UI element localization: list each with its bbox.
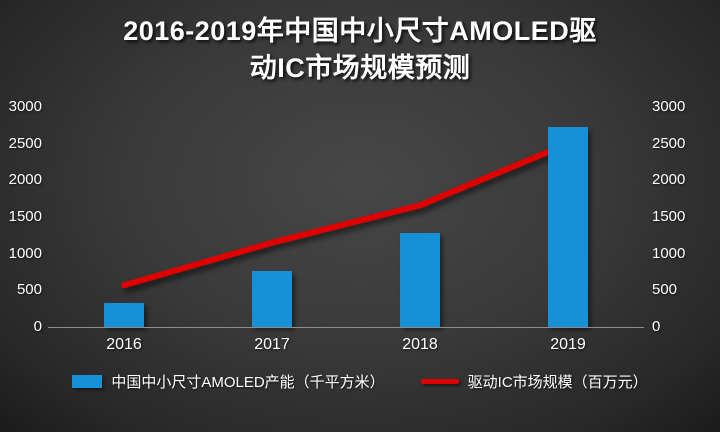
line-series-path <box>121 140 571 289</box>
y-axis-right: 0 500 1000 1500 2000 2500 3000 <box>642 98 692 335</box>
x-label-2018: 2018 <box>402 336 438 353</box>
y-tick-500-right: 500 <box>652 281 678 299</box>
y-tick-2500-left: 2500 <box>8 134 42 152</box>
y-tick-1500-left: 1500 <box>8 208 42 225</box>
bar-2018 <box>400 233 440 327</box>
line-series-svg <box>121 140 571 289</box>
y-tick-1000-left: 1000 <box>8 244 42 262</box>
y-tick-0-right: 0 <box>652 318 661 335</box>
plot-area <box>48 107 644 328</box>
x-label-2019: 2019 <box>550 336 586 353</box>
y-tick-2000-left: 2000 <box>8 171 42 189</box>
x-axis: 2016 2017 2018 2019 <box>50 336 642 354</box>
y-tick-2500-right: 2500 <box>652 134 686 152</box>
x-label-2017: 2017 <box>254 336 290 353</box>
chart-title-line2: 动IC市场规模预测 <box>249 53 471 83</box>
y-tick-500-left: 500 <box>16 281 42 299</box>
chart-title: 2016-2019年中国中小尺寸AMOLED驱 动IC市场规模预测 <box>0 13 720 87</box>
y-tick-2000-right: 2000 <box>652 171 686 189</box>
line-series-swatch <box>420 379 459 384</box>
plot-column: 2016 2017 2018 2019 <box>48 107 644 354</box>
legend-item-line: 驱动IC市场规模（百万元） <box>420 371 648 392</box>
bar-series-swatch <box>72 375 103 388</box>
y-tick-0-left: 0 <box>33 318 42 335</box>
legend-item-bar: 中国中小尺寸AMOLED产能（千平方米） <box>72 371 385 392</box>
bar-2016 <box>104 302 144 327</box>
chart-body: 0 500 1000 1500 2000 2500 3000 2016 2017 2018 201… <box>0 98 720 354</box>
y-tick-3000-left: 3000 <box>8 98 42 115</box>
y-tick-3000-right: 3000 <box>652 98 686 115</box>
bar-series-label: 中国中小尺寸AMOLED产能（千平方米） <box>111 374 385 391</box>
x-label-2016: 2016 <box>106 336 142 353</box>
bar-2017 <box>252 271 292 327</box>
legend: 中国中小尺寸AMOLED产能（千平方米） 驱动IC市场规模（百万元） <box>0 371 720 392</box>
y-tick-1000-right: 1000 <box>652 244 686 262</box>
chart-title-line1: 2016-2019年中国中小尺寸AMOLED驱 <box>123 16 597 46</box>
y-axis-left: 0 500 1000 1500 2000 2500 3000 <box>0 98 50 335</box>
line-series-label: 驱动IC市场规模（百万元） <box>467 374 648 391</box>
y-tick-1500-right: 1500 <box>652 208 686 225</box>
bar-2019 <box>548 126 588 327</box>
